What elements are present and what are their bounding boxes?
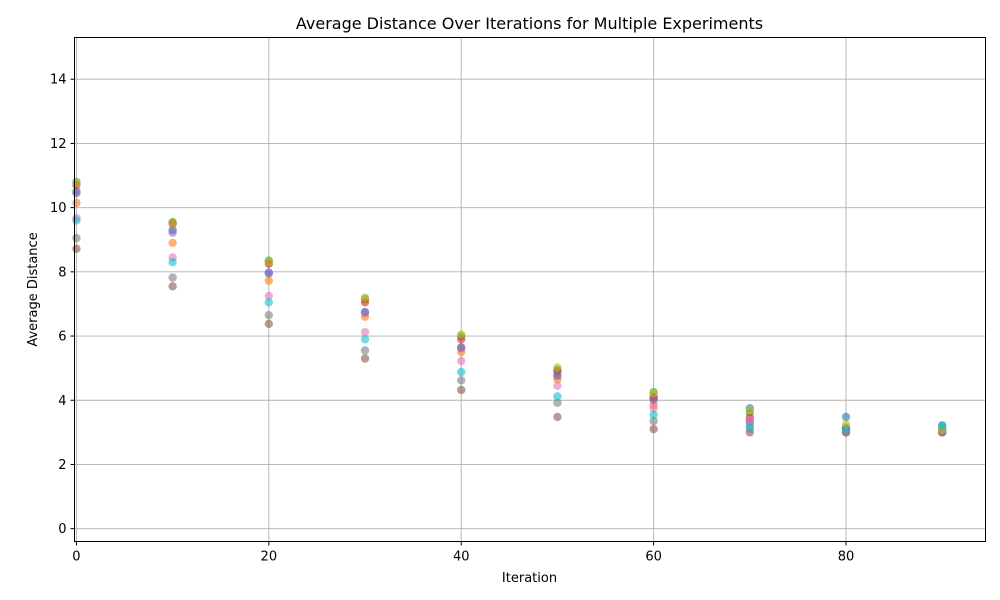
y-tick-label: 0	[58, 522, 66, 537]
data-point-series-7	[360, 346, 370, 355]
data-point-series-8	[649, 388, 658, 398]
grid-lines	[74, 37, 986, 542]
y-axis-ticks: 0 2 4 6 8 10 12 14	[50, 73, 75, 537]
data-point-series-9	[938, 421, 947, 431]
data-point-series-9	[841, 425, 851, 434]
data-point-series-6	[457, 356, 466, 366]
data-points	[72, 177, 947, 437]
data-point-series-5	[168, 282, 177, 291]
data-point-series-8	[264, 257, 274, 266]
y-tick-label: 6	[58, 330, 66, 345]
data-point-series-5	[72, 244, 81, 253]
data-point-series-7	[72, 233, 81, 243]
data-point-series-9	[457, 367, 466, 377]
data-point-series-1	[264, 276, 274, 286]
data-point-series-7	[264, 310, 274, 320]
data-point-series-0	[841, 412, 851, 422]
x-tick-label: 60	[645, 550, 662, 565]
x-tick-label: 80	[838, 550, 855, 565]
data-point-series-6	[649, 404, 658, 413]
data-point-series-4	[168, 228, 177, 237]
y-tick-label: 10	[50, 201, 67, 216]
data-point-series-7	[649, 416, 658, 426]
data-point-series-9	[360, 335, 370, 344]
y-tick-label: 4	[58, 394, 66, 409]
y-axis-label: Average Distance	[26, 232, 41, 346]
x-axis-label: Iteration	[502, 571, 557, 586]
x-tick-label: 20	[261, 550, 278, 565]
data-point-series-4	[360, 308, 370, 318]
data-point-series-6	[360, 327, 370, 337]
data-point-series-9	[168, 258, 177, 267]
data-point-series-6	[264, 291, 274, 301]
data-point-series-4	[553, 371, 562, 380]
data-point-series-4	[264, 268, 274, 277]
y-tick-label: 2	[58, 458, 66, 473]
data-point-series-6	[745, 415, 755, 424]
data-point-series-5	[360, 354, 370, 363]
data-point-series-4	[457, 344, 466, 353]
data-point-series-8	[457, 330, 466, 339]
data-point-series-5	[457, 385, 466, 395]
data-point-series-6	[553, 381, 562, 391]
data-point-series-4	[649, 396, 658, 405]
y-tick-label: 12	[50, 137, 67, 152]
data-point-series-9	[553, 392, 562, 401]
chart-title: Average Distance Over Iterations for Mul…	[296, 14, 763, 33]
x-axis-ticks: 0 20 40 60 80	[72, 541, 855, 565]
data-point-series-8	[745, 405, 755, 415]
y-tick-label: 14	[50, 73, 67, 88]
data-point-series-9	[649, 410, 658, 419]
y-tick-label: 8	[58, 265, 66, 280]
x-tick-label: 0	[72, 550, 80, 565]
data-point-series-9	[264, 298, 274, 307]
data-point-series-7	[168, 273, 177, 282]
x-tick-label: 40	[453, 550, 470, 565]
data-point-series-5	[264, 319, 274, 329]
data-point-series-5	[553, 412, 562, 422]
data-point-series-9	[72, 216, 81, 225]
data-point-series-8	[360, 293, 370, 302]
data-point-series-1	[72, 198, 81, 208]
data-point-series-7	[457, 376, 466, 385]
data-point-series-1	[168, 238, 177, 248]
data-point-series-4	[72, 188, 81, 198]
data-point-series-8	[168, 218, 177, 228]
data-point-series-9	[745, 422, 755, 431]
data-point-series-8	[553, 363, 562, 372]
data-point-series-7	[553, 398, 562, 408]
plot-frame	[74, 37, 986, 542]
data-point-series-5	[649, 424, 658, 434]
data-point-series-8	[72, 178, 81, 187]
